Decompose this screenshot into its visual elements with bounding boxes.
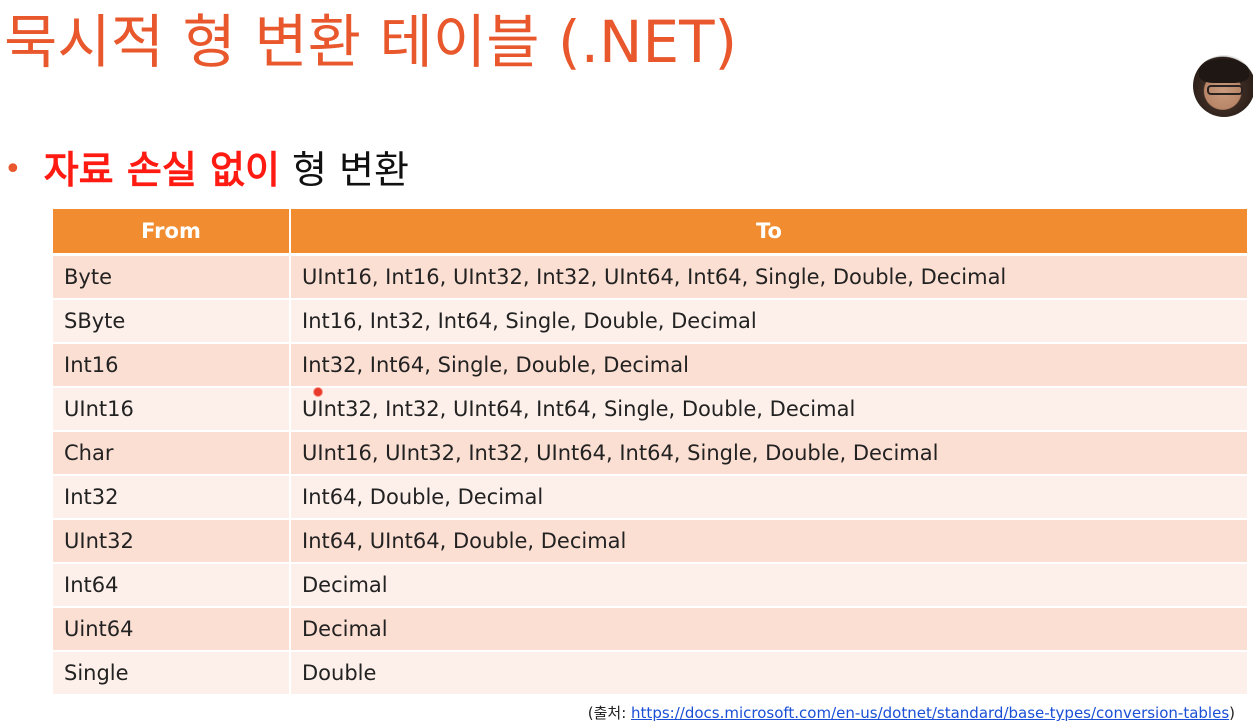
- presenter-avatar: [1193, 55, 1253, 117]
- table-row: Int32 Int64, Double, Decimal: [53, 475, 1247, 520]
- cell-from: Int16: [53, 343, 291, 388]
- cell-from: SByte: [53, 299, 291, 344]
- avatar-hair: [1199, 59, 1249, 83]
- source-suffix: ): [1229, 704, 1235, 722]
- slide-title: 묵시적 형 변환 테이블 (.NET): [4, 8, 738, 76]
- cell-from: UInt32: [53, 519, 291, 564]
- table-row: Char UInt16, UInt32, Int32, UInt64, Int6…: [53, 431, 1247, 476]
- table-header-row: From To: [53, 209, 1247, 256]
- header-to: To: [290, 209, 1247, 256]
- table-row: Single Double: [53, 651, 1247, 696]
- cell-from: Char: [53, 431, 291, 476]
- cell-to: UInt32, Int32, UInt64, Int64, Single, Do…: [290, 387, 1247, 432]
- source-prefix: (출처:: [587, 704, 632, 722]
- bullet-point: • 자료 손실 없이 형 변환: [4, 142, 409, 198]
- cell-to: UInt16, UInt32, Int32, UInt64, Int64, Si…: [290, 431, 1247, 476]
- table-row: UInt32 Int64, UInt64, Double, Decimal: [53, 519, 1247, 564]
- table-row: Uint64 Decimal: [53, 607, 1247, 652]
- table-row: UInt16 UInt32, Int32, UInt64, Int64, Sin…: [53, 387, 1247, 432]
- header-from: From: [53, 209, 291, 256]
- bullet-text: 형 변환: [279, 148, 409, 192]
- cell-from: Single: [53, 651, 291, 696]
- cell-to: UInt16, Int16, UInt32, Int32, UInt64, In…: [290, 254, 1247, 300]
- bullet-icon: •: [4, 152, 22, 187]
- table-row: Int64 Decimal: [53, 563, 1247, 608]
- cell-to: Int16, Int32, Int64, Single, Double, Dec…: [290, 299, 1247, 344]
- table-row: Int16 Int32, Int64, Single, Double, Deci…: [53, 343, 1247, 388]
- cell-from: UInt16: [53, 387, 291, 432]
- conversion-table: From To Byte UInt16, Int16, UInt32, Int3…: [53, 209, 1247, 696]
- source-link[interactable]: https://docs.microsoft.com/en-us/dotnet/…: [631, 704, 1230, 722]
- cell-to: Int32, Int64, Single, Double, Decimal: [290, 343, 1247, 388]
- avatar-glasses: [1207, 85, 1243, 95]
- cell-to: Int64, Double, Decimal: [290, 475, 1247, 520]
- table-row: Byte UInt16, Int16, UInt32, Int32, UInt6…: [53, 254, 1247, 300]
- cell-to: Int64, UInt64, Double, Decimal: [290, 519, 1247, 564]
- cell-from: Int64: [53, 563, 291, 608]
- cell-to: Decimal: [290, 607, 1247, 652]
- source-citation: (출처: https://docs.microsoft.com/en-us/do…: [588, 702, 1235, 723]
- cell-from: Byte: [53, 254, 291, 300]
- laser-pointer-dot: [313, 387, 323, 397]
- cell-to: Decimal: [290, 563, 1247, 608]
- bullet-emphasis: 자료 손실 없이: [43, 148, 280, 192]
- cell-to: Double: [290, 651, 1247, 696]
- table-row: SByte Int16, Int32, Int64, Single, Doubl…: [53, 299, 1247, 344]
- cell-from: Uint64: [53, 607, 291, 652]
- cell-from: Int32: [53, 475, 291, 520]
